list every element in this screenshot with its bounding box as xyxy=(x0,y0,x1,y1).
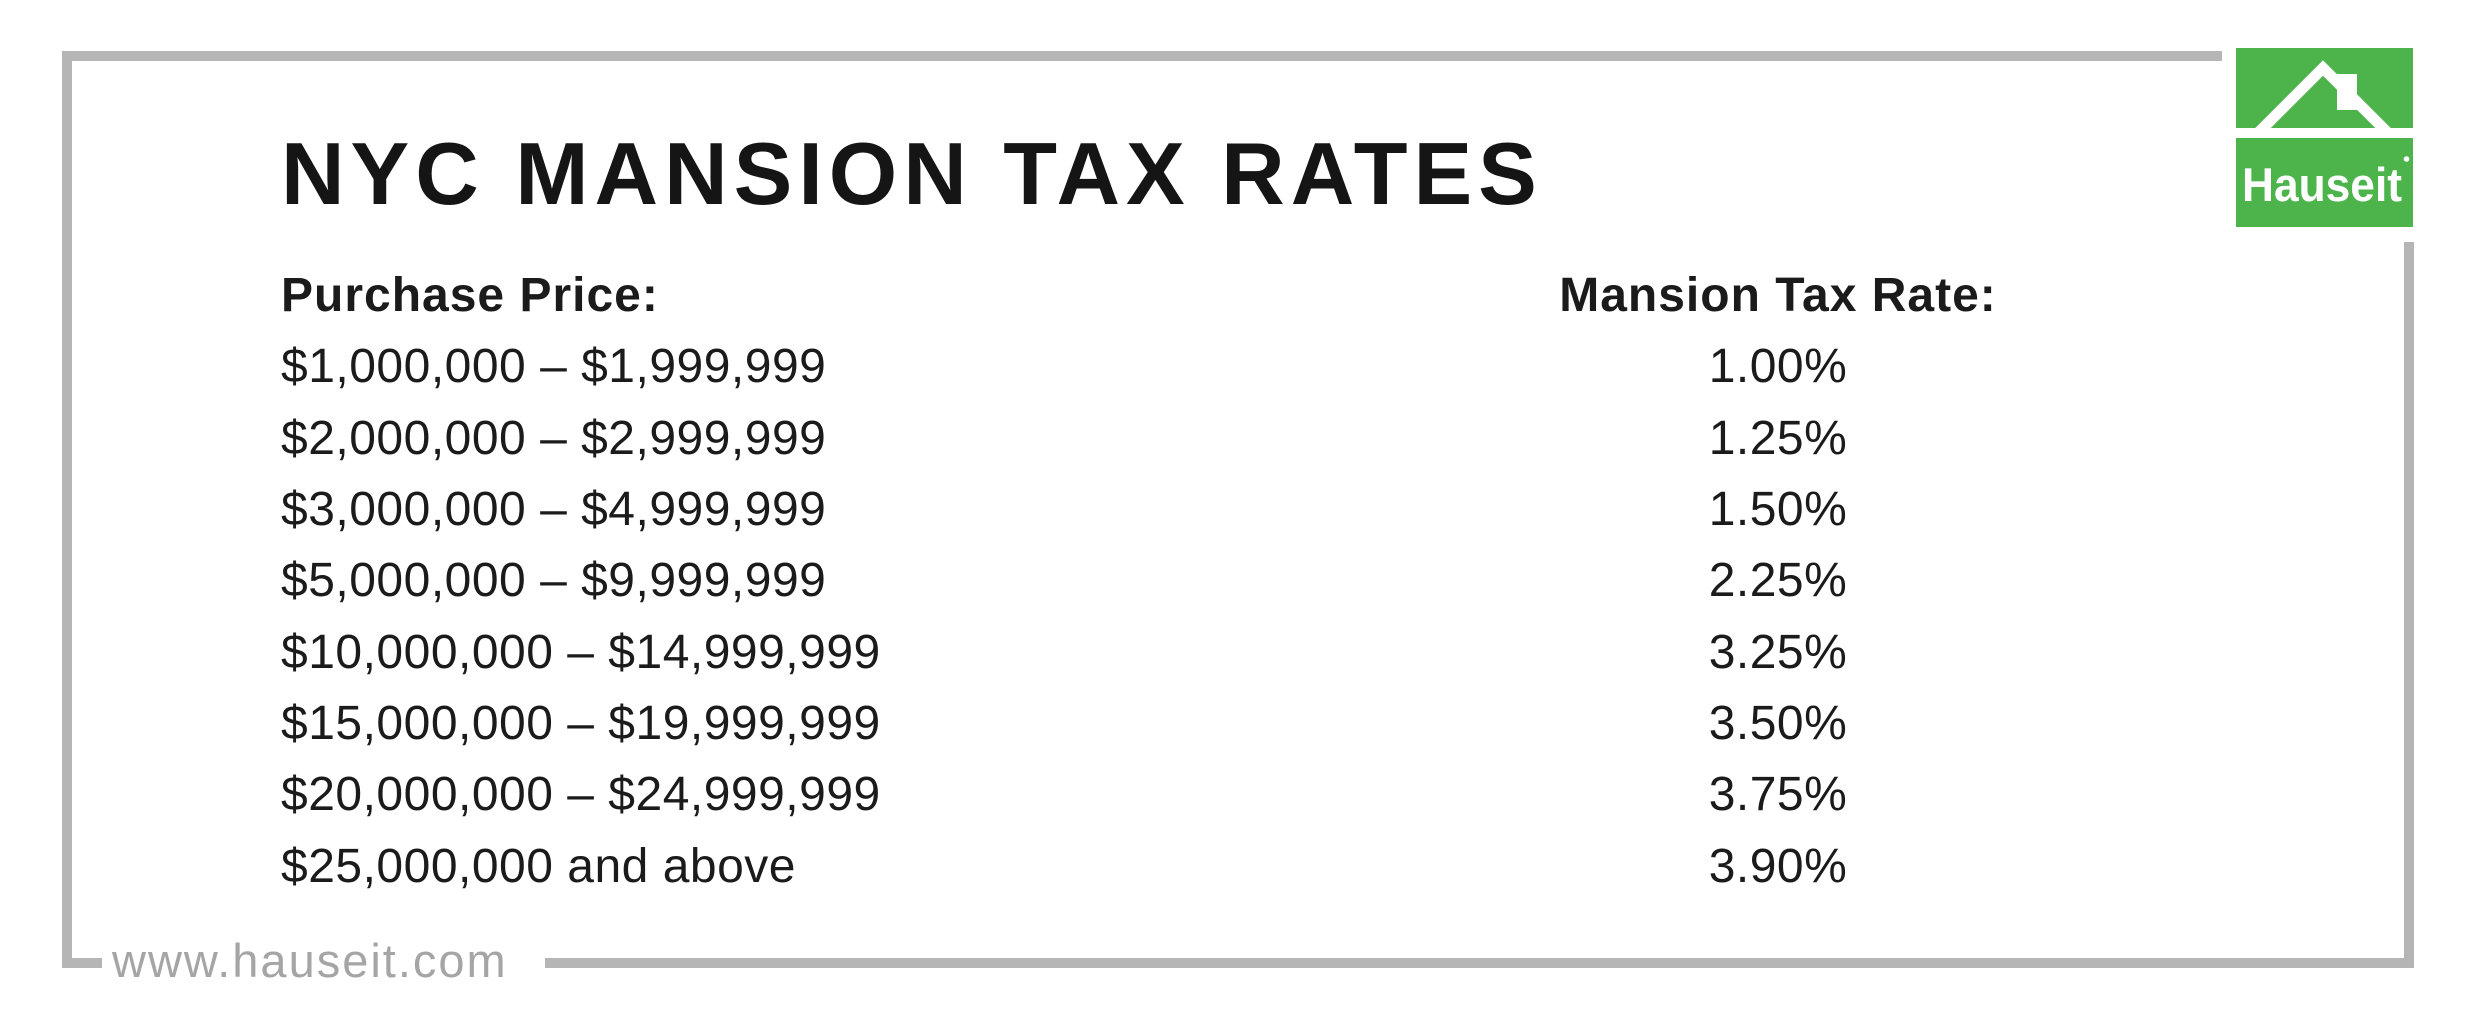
tax-rate-table: Purchase Price: Mansion Tax Rate: $1,000… xyxy=(281,260,2078,902)
tax-rate-cell: 3.50% xyxy=(1708,696,1848,750)
frame-border-bottom-stub xyxy=(62,958,102,968)
logo-brand-text: Hauseit xyxy=(2242,158,2402,211)
website-url: www.hauseit.com xyxy=(112,934,508,987)
frame-border-right xyxy=(2404,242,2414,968)
frame-border-left xyxy=(62,51,72,968)
tax-rate-cell: 1.00% xyxy=(1708,340,1848,394)
tax-rate-cell: 2.25% xyxy=(1708,554,1848,608)
purchase-price-cell: $10,000,000 – $14,999,999 xyxy=(281,625,881,679)
house-roof-icon xyxy=(2236,60,2413,138)
tax-rate-cell: 1.50% xyxy=(1708,483,1848,537)
registered-trademark-dot xyxy=(2403,156,2410,162)
hauseit-logo: Hauseit xyxy=(2236,48,2413,227)
purchase-price-cell: $2,000,000 – $2,999,999 xyxy=(281,411,827,465)
purchase-price-cell: $20,000,000 – $24,999,999 xyxy=(281,768,881,822)
purchase-price-cell: $25,000,000 and above xyxy=(281,839,796,893)
column-header-tax-rate: Mansion Tax Rate: xyxy=(1559,269,1997,323)
tax-rate-cell: 3.25% xyxy=(1708,625,1848,679)
purchase-price-cell: $5,000,000 – $9,999,999 xyxy=(281,554,827,608)
tax-rate-cell: 3.90% xyxy=(1708,839,1848,893)
frame-border-top xyxy=(62,51,2222,61)
purchase-price-cell: $3,000,000 – $4,999,999 xyxy=(281,483,827,537)
tax-rate-cell: 1.25% xyxy=(1708,411,1848,465)
chimney-shape xyxy=(2337,74,2357,110)
page-title: NYC MANSION TAX RATES xyxy=(281,124,1543,223)
column-header-purchase-price: Purchase Price: xyxy=(281,269,659,323)
tax-rate-cell: 3.75% xyxy=(1708,768,1848,822)
purchase-price-cell: $1,000,000 – $1,999,999 xyxy=(281,340,827,394)
purchase-price-cell: $15,000,000 – $19,999,999 xyxy=(281,696,881,750)
frame-border-bottom-main xyxy=(545,958,2414,968)
